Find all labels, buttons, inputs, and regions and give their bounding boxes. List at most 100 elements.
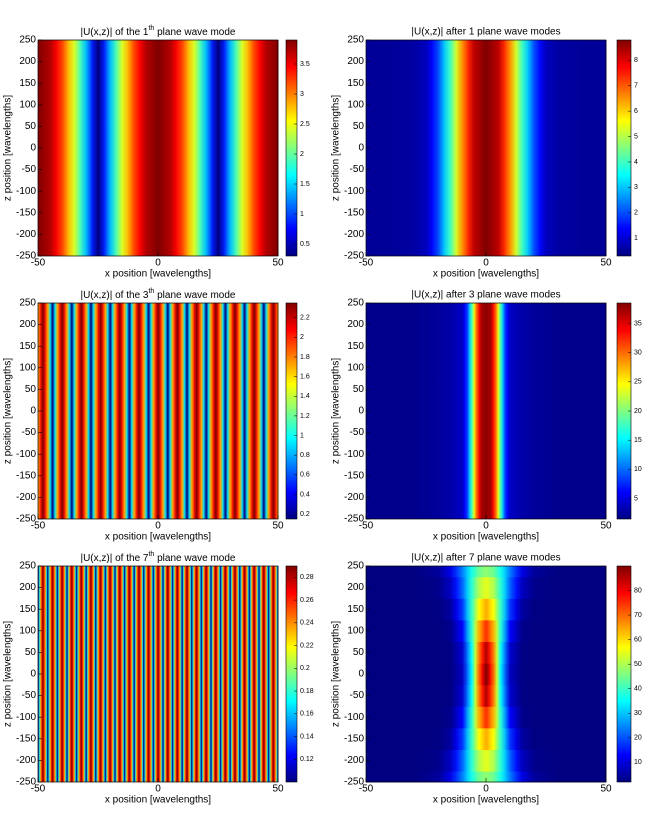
heat-cell — [112, 303, 118, 519]
heat-cell — [104, 566, 107, 782]
colorbar-tick-label: 0.4 — [300, 491, 310, 498]
heat-cell — [426, 663, 445, 686]
heat-cell — [456, 566, 468, 578]
heat-cell — [46, 566, 50, 782]
colorbar-tick-label: 20 — [634, 408, 642, 415]
heat-cell — [390, 620, 427, 642]
heat-cell — [570, 40, 595, 256]
heat-cell — [444, 641, 457, 664]
heat-cell — [272, 566, 275, 782]
y-tick-label: -150 — [16, 470, 36, 481]
heat-cell — [504, 40, 517, 256]
heat-cell — [493, 303, 499, 519]
chart-title: |U(x,z)| of the 7th plane wave mode — [80, 551, 235, 564]
colorbar-tick-label: 1.2 — [300, 413, 310, 420]
y-tick-label: -200 — [344, 755, 364, 766]
title-part: |U(x,z)| of the 1 — [80, 27, 148, 38]
heat-cell — [426, 566, 445, 578]
heat-cell — [466, 749, 476, 772]
heat-cell — [113, 566, 117, 782]
heat-cell — [207, 566, 210, 782]
colorbar — [285, 39, 298, 257]
heat-cell — [276, 566, 279, 782]
colorbar-tick-label: 1.6 — [300, 373, 310, 380]
heat-cell — [255, 566, 258, 782]
x-tick-label: 0 — [483, 258, 489, 269]
y-tick-label: -50 — [22, 427, 37, 438]
heat-cell — [475, 663, 483, 686]
heat-cell — [444, 303, 457, 519]
heat-cell — [478, 303, 484, 519]
heat-cell — [168, 566, 172, 782]
heat-cell — [505, 620, 517, 642]
colorbar-tick-label: 1.8 — [300, 354, 310, 361]
heat-cell — [166, 566, 170, 782]
y-tick-label: 150 — [19, 341, 36, 352]
heat-cell — [260, 40, 273, 256]
heat-cell — [482, 749, 490, 772]
y-tick-label: -200 — [16, 755, 36, 766]
y-tick-label: 50 — [353, 121, 365, 132]
heat-cell — [250, 566, 254, 782]
heat-cell — [116, 40, 129, 256]
heat-cell — [41, 566, 45, 782]
heat-cell — [528, 566, 547, 578]
y-tick-label: 50 — [25, 121, 37, 132]
heat-cell — [192, 566, 196, 782]
y-axis-label: z position [wavelengths] — [3, 95, 14, 201]
heat-cell — [496, 641, 506, 664]
heat-cell — [209, 566, 213, 782]
heat-cell — [203, 303, 209, 519]
colorbar-tick-label: 0.18 — [300, 688, 314, 695]
heat-cell — [482, 576, 490, 599]
heat-cell — [267, 566, 270, 782]
heat-cell — [155, 303, 161, 519]
heat-cell — [108, 566, 112, 782]
x-tick-label: -50 — [31, 521, 46, 532]
heat-cell — [420, 40, 433, 256]
heat-cell — [366, 749, 391, 772]
heat-cell — [99, 566, 102, 782]
y-tick-label: 100 — [19, 99, 36, 110]
heat-cell — [275, 303, 279, 519]
x-tick-label: -50 — [359, 521, 374, 532]
heat-cell — [466, 576, 476, 599]
heat-cell — [546, 728, 583, 750]
colorbar-tick-label: 1 — [300, 211, 304, 218]
heat-cell — [272, 40, 279, 256]
heat-cell — [269, 566, 273, 782]
y-tick-label: 50 — [353, 384, 365, 395]
heat-cell — [496, 771, 506, 783]
heat-cell — [183, 566, 186, 782]
heat-cell — [444, 663, 457, 686]
y-tick-label: 0 — [358, 143, 364, 154]
colorbar-tick-label: 0.26 — [300, 597, 314, 604]
heat-cell — [466, 566, 476, 578]
heat-cell — [496, 706, 506, 729]
heat-cell — [528, 706, 547, 729]
heat-cell — [131, 303, 137, 519]
heat-cell — [123, 566, 126, 782]
heat-cell — [106, 566, 110, 782]
heat-cell — [160, 303, 166, 519]
heat-cell — [516, 576, 529, 599]
y-tick-label: -200 — [16, 229, 36, 240]
colorbar-tick-label: 0.2 — [300, 665, 310, 672]
chart-title: |U(x,z)| after 7 plane wave modes — [411, 553, 560, 564]
heat-cell — [228, 566, 232, 782]
x-tick-label: 0 — [483, 784, 489, 795]
heat-cell — [505, 641, 517, 664]
colorbar — [616, 39, 632, 257]
heat-cell — [489, 641, 498, 664]
heat-cell — [489, 728, 498, 750]
heat-cell — [516, 749, 529, 772]
heat-cell — [390, 641, 427, 664]
heat-cell — [456, 598, 468, 621]
heat-cell — [213, 303, 219, 519]
heat-cell — [63, 566, 66, 782]
heat-cell — [475, 620, 483, 642]
x-tick-label: 0 — [483, 521, 489, 532]
heat-cell — [489, 684, 498, 707]
heat-cell — [489, 576, 498, 599]
title-part: plane wave mode — [154, 27, 236, 38]
